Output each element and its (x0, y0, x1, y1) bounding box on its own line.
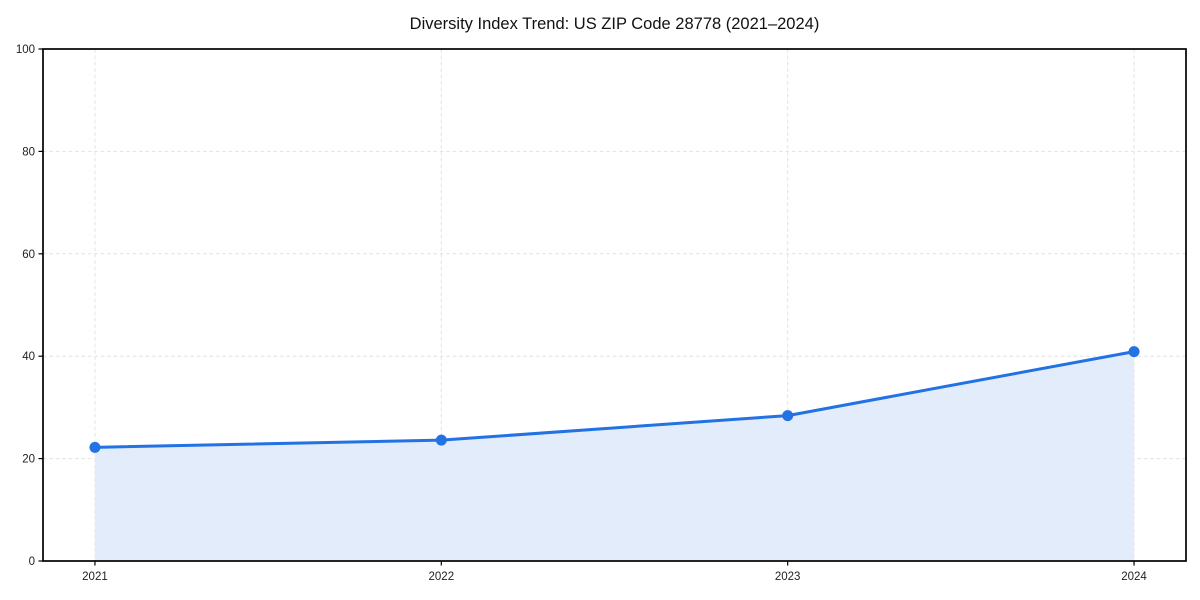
y-tick-label: 100 (16, 44, 35, 56)
y-tick-label: 20 (22, 454, 35, 466)
y-tick-label: 80 (22, 146, 35, 158)
data-point-marker (89, 441, 101, 453)
y-tick-label: 60 (22, 249, 35, 261)
data-point-marker (435, 434, 447, 446)
data-point-marker (782, 410, 794, 422)
x-tick-label: 2022 (429, 571, 455, 583)
data-point-marker (1128, 346, 1140, 358)
trend-line (93, 350, 1136, 449)
y-tick-label: 0 (29, 556, 35, 568)
plot-area: 0 20 40 60 80 100 2021 2022 2023 2024 (16, 44, 1187, 583)
chart-title: Diversity Index Trend: US ZIP Code 28778… (410, 15, 820, 33)
x-tick-label: 2024 (1121, 571, 1147, 583)
y-tick-label: 40 (22, 351, 35, 363)
area-fill (94, 351, 1135, 561)
x-tick-label: 2023 (775, 571, 801, 583)
plot-border (42, 48, 1187, 562)
x-tick-label: 2021 (82, 571, 108, 583)
